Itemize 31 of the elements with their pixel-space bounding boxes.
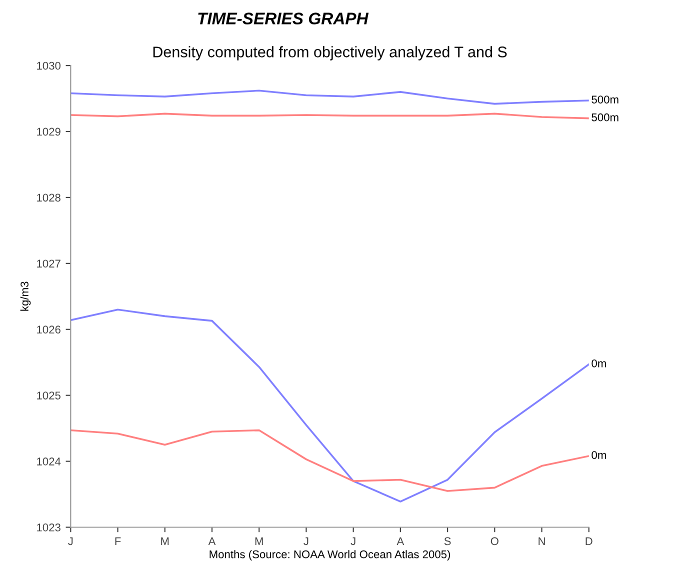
y-tick-label: 1025 bbox=[37, 392, 60, 400]
y-tick-label: 1028 bbox=[37, 194, 60, 202]
y-tick-label: 1023 bbox=[37, 524, 60, 532]
x-tick-label: O bbox=[490, 537, 498, 546]
x-tick-label: A bbox=[208, 537, 216, 546]
chart-title: TIME-SERIES GRAPH bbox=[198, 12, 369, 24]
y-tick-label: 1026 bbox=[37, 326, 60, 334]
x-tick-label: J bbox=[68, 537, 73, 546]
x-tick-label: M bbox=[161, 537, 169, 546]
line-series bbox=[70, 90, 589, 105]
y-tick-label: 1030 bbox=[37, 62, 61, 70]
x-tick-label: S bbox=[444, 537, 451, 546]
x-tick-label: N bbox=[538, 537, 545, 546]
x-tick-label: M bbox=[255, 537, 263, 546]
x-tick-label: J bbox=[304, 537, 308, 546]
series-label: 0m bbox=[592, 451, 606, 459]
y-tick-label: 1029 bbox=[37, 128, 60, 136]
series-label: 500m bbox=[592, 113, 618, 122]
x-tick-label: A bbox=[396, 537, 404, 546]
line-series bbox=[70, 429, 589, 492]
y-tick-label: 1024 bbox=[37, 458, 61, 466]
series-label: 0m bbox=[592, 359, 606, 368]
x-tick-label: F bbox=[115, 537, 121, 546]
y-axis-title: kg/m3 bbox=[20, 282, 31, 311]
x-tick-label: J bbox=[350, 537, 356, 546]
y-tick-label: 1027 bbox=[37, 260, 60, 268]
chart-subtitle: Density computed from objectively analyzed T and S bbox=[153, 46, 507, 60]
x-axis-title: Months (Source: NOAA World Ocean Atlas 2005) bbox=[210, 550, 450, 560]
x-tick-label: D bbox=[586, 537, 592, 546]
line-series bbox=[70, 308, 589, 502]
series-label: 500m bbox=[592, 96, 618, 104]
